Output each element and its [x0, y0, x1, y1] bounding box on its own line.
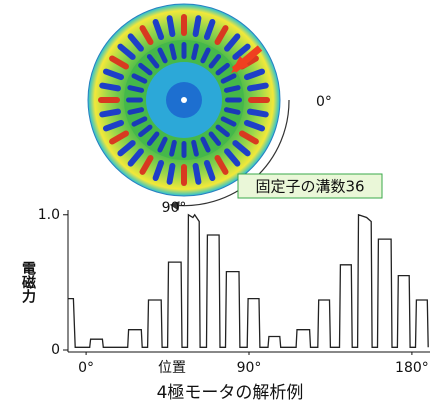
x-axis-label: 位置: [158, 360, 186, 376]
y-axis-label: 電磁力: [20, 260, 36, 304]
rotor-slot: [126, 98, 143, 103]
stator-slot: [181, 14, 187, 36]
annotation: 90°: [162, 200, 187, 216]
figure: 0° 90° 固定子の溝数36 位置 電磁力 4極モータの解析例 0 1.0 0° 9…: [0, 0, 439, 410]
stator-slot: [98, 97, 120, 103]
caption: 4極モータの解析例: [157, 383, 304, 403]
line: [68, 215, 428, 347]
y-tick-label: 1.0: [38, 207, 60, 223]
x-tick-label: 0°: [78, 360, 94, 376]
rotor-slot: [182, 42, 187, 59]
rotor-slot: [225, 98, 242, 103]
motor-image: [88, 4, 280, 196]
stator-slot: [181, 164, 187, 186]
y-tick-label: 0: [51, 342, 60, 358]
annotation: 固定子の溝数36: [255, 178, 364, 196]
x-tick-label: 90°: [237, 360, 262, 376]
rotor-slot: [182, 141, 187, 158]
annotation: 0°: [316, 94, 332, 110]
stator-slot: [248, 97, 270, 103]
x-tick-label: 180°: [395, 360, 429, 376]
